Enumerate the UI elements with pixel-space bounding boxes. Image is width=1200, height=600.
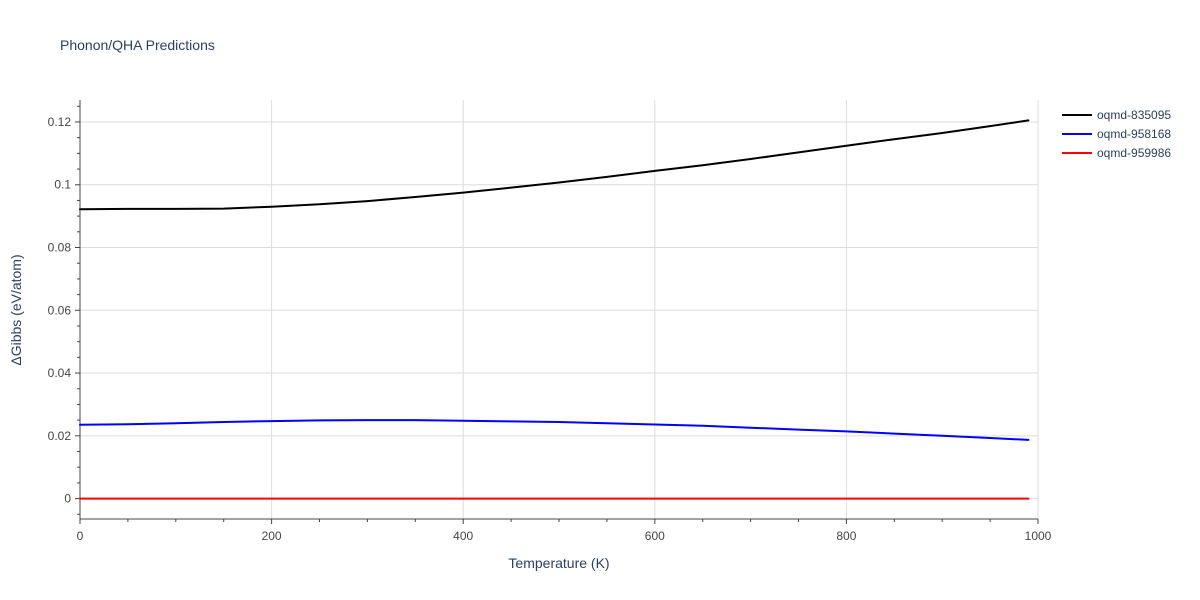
x-tick-label: 200 [262,529,282,543]
x-tick-label: 600 [645,529,665,543]
legend-item-oqmd-835095[interactable]: oqmd-835095 [1062,108,1171,122]
legend-label: oqmd-958168 [1097,127,1171,141]
y-tick-label: 0.1 [54,178,71,192]
legend-item-oqmd-959986[interactable]: oqmd-959986 [1062,146,1171,160]
legend-item-oqmd-958168[interactable]: oqmd-958168 [1062,127,1171,141]
series-line-oqmd-835095 [79,119,1030,211]
legend-label: oqmd-959986 [1097,146,1171,160]
x-tick-label: 1000 [1025,529,1052,543]
y-axis-title: ΔGibbs (eV/atom) [8,254,24,365]
x-tick-label: 0 [77,529,84,543]
y-tick-label: 0 [64,492,71,506]
series-lines [79,119,1030,500]
axes [75,100,1039,524]
legend[interactable]: oqmd-835095 oqmd-958168 oqmd-959986 [1062,108,1171,160]
x-tick-label: 800 [836,529,856,543]
tick-labels: 0 200 400 600 800 1000 0 0.02 0.04 0.06 0.08 0.1 0.1… [48,115,1052,543]
chart-title: Phonon/QHA Predictions [60,37,215,53]
series-line-oqmd-958168 [79,419,1030,441]
x-axis-title: Temperature (K) [508,555,609,571]
y-tick-label: 0.06 [48,303,72,317]
y-tick-label: 0.08 [48,241,72,255]
legend-label: oqmd-835095 [1097,108,1171,122]
y-tick-label: 0.02 [48,429,72,443]
y-tick-label: 0.04 [48,366,72,380]
x-tick-label: 400 [453,529,473,543]
grid-lines [80,100,1039,519]
y-tick-label: 0.12 [48,115,72,129]
